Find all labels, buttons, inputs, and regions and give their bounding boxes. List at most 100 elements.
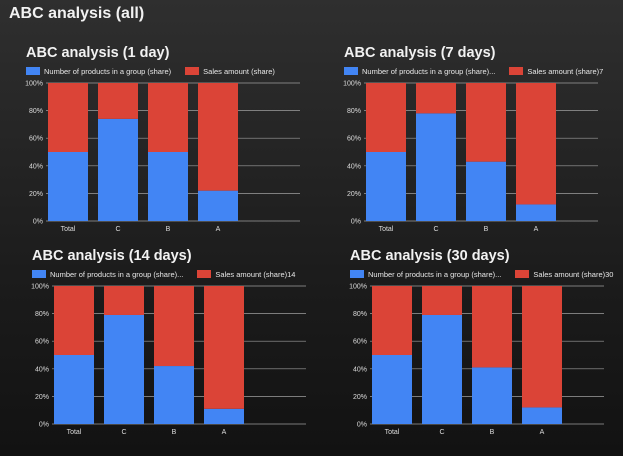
chart-panel-7-days: ABC analysis (7 days) Number of products… — [343, 45, 604, 233]
chart-title: ABC analysis (14 days) — [32, 248, 192, 264]
y-tick-label: 40% — [347, 163, 361, 170]
y-tick-label: 60% — [29, 136, 43, 143]
x-tick-label: Total — [67, 429, 82, 436]
legend-swatch-products — [26, 67, 40, 75]
bar-segment-sales — [154, 286, 194, 367]
y-tick-label: 80% — [35, 311, 49, 318]
legend-swatch-sales — [197, 270, 212, 278]
bar-segment-sales — [98, 83, 138, 119]
chart-plot: 0% 20% 40% 60% 80% 100% Total C B A — [349, 284, 604, 436]
legend-label-products: Number of products in a group (share)... — [50, 269, 184, 279]
bar-segment-sales — [416, 83, 456, 114]
chart-legend: Number of products in a group (share)...… — [344, 65, 617, 77]
bar-segment-products — [472, 367, 512, 424]
x-tick-label: A — [540, 429, 545, 436]
bar-segment-sales — [472, 286, 512, 368]
chart-panel-30-days: ABC analysis (30 days) Number of product… — [349, 248, 613, 448]
x-tick-label: Total — [379, 226, 394, 233]
x-tick-label: Total — [385, 429, 400, 436]
bar-segment-sales — [204, 286, 244, 409]
legend-swatch-products — [350, 270, 364, 278]
bar-segment-products — [204, 408, 244, 424]
bar-segment-products — [98, 118, 138, 221]
bar-segment-products — [104, 314, 144, 424]
legend-item-products: Number of products in a group (share)... — [32, 270, 183, 279]
y-tick-label: 20% — [347, 191, 361, 198]
y-tick-label: 0% — [357, 422, 367, 429]
x-tick-label: B — [484, 226, 489, 233]
chart-panel-14-days: ABC analysis (14 days) Number of product… — [31, 248, 312, 448]
legend-item-products: Number of products in a group (share) — [26, 67, 171, 76]
y-tick-label: 20% — [29, 191, 43, 198]
y-tick-label: 40% — [29, 163, 43, 170]
x-tick-label: B — [172, 429, 177, 436]
chart-plot: 0% 20% 40% 60% 80% 100% Total C B A — [25, 81, 300, 233]
legend-label-sales: Sales amount (share) — [203, 66, 275, 76]
y-tick-label: 20% — [353, 394, 367, 401]
x-tick-label: A — [222, 429, 227, 436]
chart-legend: Number of products in a group (share)...… — [350, 268, 623, 280]
bar-segment-products — [54, 355, 94, 424]
bar-segment-products — [148, 152, 188, 221]
legend-item-products: Number of products in a group (share)... — [350, 270, 501, 279]
legend-item-sales: Sales amount (share)14 — [197, 270, 295, 279]
chart-plot: 0% 20% 40% 60% 80% 100% Total C B A — [31, 284, 306, 436]
chart-title: ABC analysis (1 day) — [26, 45, 170, 61]
bar-segment-products — [366, 152, 406, 221]
legend-label-sales: Sales amount (share)7 — [527, 66, 604, 76]
bar-segment-sales — [104, 286, 144, 315]
y-tick-label: 60% — [347, 136, 361, 143]
legend-label-products: Number of products in a group (share)... — [362, 66, 496, 76]
legend-swatch-products — [344, 67, 358, 75]
y-tick-label: 0% — [33, 219, 43, 226]
bar-segment-products — [154, 366, 194, 424]
y-tick-label: 80% — [353, 311, 367, 318]
bar-segment-sales — [466, 83, 506, 162]
bar-segment-sales — [198, 83, 238, 191]
bar-segment-products — [422, 314, 462, 424]
legend-swatch-products — [32, 270, 46, 278]
x-tick-label: A — [216, 226, 221, 233]
bar-segment-products — [466, 161, 506, 221]
x-tick-label: Total — [61, 226, 76, 233]
chart-legend: Number of products in a group (share)...… — [32, 268, 309, 280]
y-tick-label: 0% — [351, 219, 361, 226]
legend-label-sales: Sales amount (share)14 — [215, 269, 296, 279]
legend-label-products: Number of products in a group (share)... — [368, 269, 502, 279]
page-title: ABC analysis (all) — [9, 5, 145, 22]
legend-swatch-sales — [515, 270, 530, 278]
bar-segment-products — [516, 204, 556, 221]
y-tick-label: 60% — [353, 339, 367, 346]
x-tick-label: C — [121, 429, 126, 436]
bar-segment-sales — [366, 83, 406, 152]
x-tick-label: A — [534, 226, 539, 233]
legend-item-sales: Sales amount (share)30 — [515, 270, 613, 279]
bar-segment-sales — [148, 83, 188, 152]
legend-swatch-sales — [509, 67, 524, 75]
y-tick-label: 20% — [35, 394, 49, 401]
bar-segment-sales — [372, 286, 412, 355]
bar-segment-sales — [516, 83, 556, 205]
x-tick-label: C — [439, 429, 444, 436]
bar-segment-sales — [54, 286, 94, 355]
y-tick-label: 100% — [343, 81, 361, 88]
y-tick-label: 40% — [35, 366, 49, 373]
y-tick-label: 100% — [349, 284, 367, 291]
chart-title: ABC analysis (30 days) — [350, 248, 510, 264]
y-tick-label: 80% — [29, 108, 43, 115]
y-tick-label: 40% — [353, 366, 367, 373]
chart-plot: 0% 20% 40% 60% 80% 100% Total C B A — [343, 81, 598, 233]
y-tick-label: 100% — [25, 81, 43, 88]
bar-segment-products — [522, 407, 562, 424]
bar-segment-sales — [422, 286, 462, 315]
bar-segment-products — [48, 152, 88, 221]
bar-segment-products — [372, 355, 412, 424]
chart-legend: Number of products in a group (share) Sa… — [26, 65, 289, 77]
chart-title: ABC analysis (7 days) — [344, 45, 496, 61]
bar-segment-products — [198, 190, 238, 221]
legend-label-sales: Sales amount (share)30 — [533, 269, 614, 279]
legend-item-products: Number of products in a group (share)... — [344, 67, 495, 76]
legend-label-products: Number of products in a group (share) — [44, 66, 172, 76]
y-tick-label: 0% — [39, 422, 49, 429]
y-tick-label: 100% — [31, 284, 49, 291]
